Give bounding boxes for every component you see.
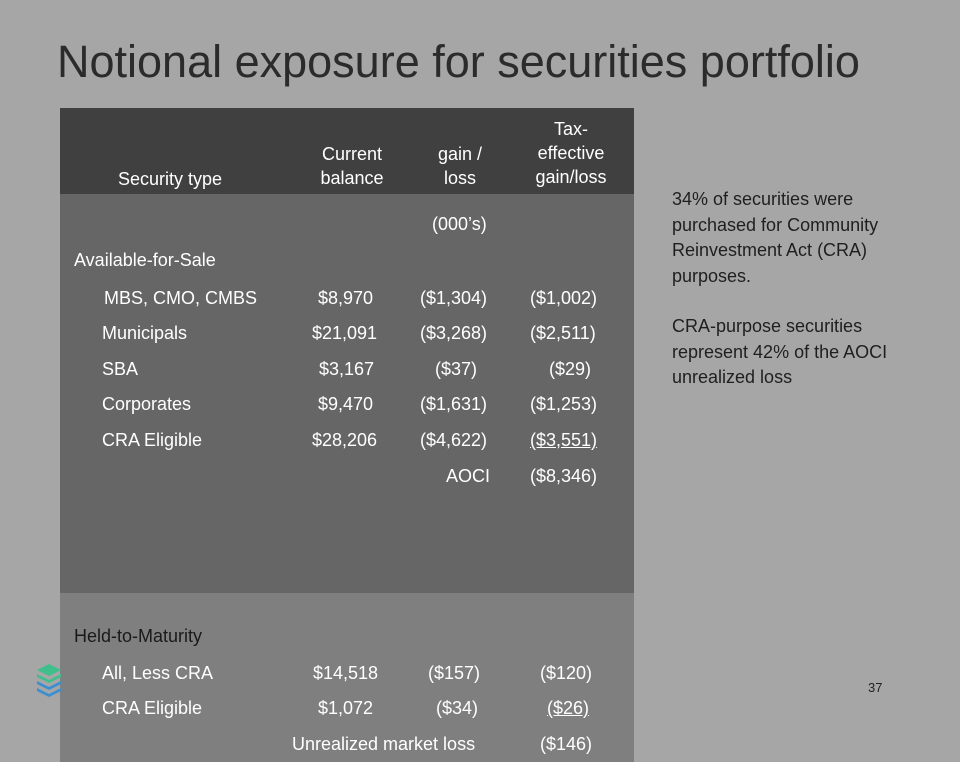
row-gain: ($3,268) <box>420 323 488 343</box>
side-notes: 34% of securities were purchased for Com… <box>672 187 922 391</box>
row-tax: ($1,253) <box>530 394 598 414</box>
row-gain: ($34) <box>436 698 479 718</box>
row-type: CRA Eligible <box>102 430 203 450</box>
table-header: Security type Current balance gain / los… <box>60 108 634 194</box>
units-label: (000’s) <box>432 214 487 234</box>
row-gain: ($37) <box>435 359 478 379</box>
row-type: Municipals <box>102 323 188 343</box>
page-number: 37 <box>868 680 883 695</box>
header-current-balance-line2: balance <box>320 168 384 188</box>
row-type: All, Less CRA <box>102 663 214 683</box>
header-tax-line3: gain/loss <box>535 167 607 187</box>
header-security-type: Security type <box>118 169 223 189</box>
aoci-value: ($8,346) <box>530 466 598 486</box>
side-note-cra-share: 34% of securities were purchased for Com… <box>672 189 879 286</box>
aoci-label: AOCI <box>446 466 491 486</box>
row-tax: ($3,551) <box>530 430 598 450</box>
row-type: CRA Eligible <box>102 698 203 718</box>
header-tax-line1: Tax- <box>553 119 588 139</box>
row-tax: ($120) <box>540 663 593 683</box>
unrealized-loss-label: Unrealized market loss <box>292 734 476 754</box>
header-current-balance: Current balance <box>300 142 404 190</box>
row-balance: $1,072 <box>318 698 374 718</box>
row-tax: ($29) <box>549 359 592 379</box>
afs-section: (000’s) Available-for-Sale MBS, CMO, CMB… <box>60 194 634 593</box>
row-tax: ($26) <box>547 698 590 718</box>
header-gain-loss-line2: loss <box>443 168 476 188</box>
header-gain-loss: gain / loss <box>415 142 505 190</box>
row-gain: ($157) <box>428 663 481 683</box>
row-balance: $14,518 <box>313 663 379 683</box>
unrealized-loss-value: ($146) <box>540 734 593 754</box>
htm-section-label: Held-to-Maturity <box>74 626 203 646</box>
row-gain: ($1,631) <box>420 394 488 414</box>
row-balance: $9,470 <box>318 394 374 414</box>
row-type: SBA <box>102 359 139 379</box>
row-balance: $21,091 <box>312 323 378 343</box>
header-tax-line2: effective <box>537 143 605 163</box>
stacked-layers-logo-icon <box>33 662 65 702</box>
header-tax-effective: Tax- effective gain/loss <box>518 117 624 189</box>
row-type: Corporates <box>102 394 192 414</box>
row-gain: ($1,304) <box>420 288 488 308</box>
row-gain: ($4,622) <box>420 430 488 450</box>
afs-section-label: Available-for-Sale <box>74 250 216 270</box>
row-balance: $8,970 <box>318 288 374 308</box>
side-note-aoci-share: CRA-purpose securities represent 42% of … <box>672 316 888 387</box>
row-balance: $3,167 <box>319 359 375 379</box>
header-gain-loss-line1: gain / <box>437 144 483 164</box>
htm-section: Held-to-Maturity All, Less CRA $14,518 (… <box>60 593 634 762</box>
row-tax: ($1,002) <box>530 288 598 308</box>
row-type: MBS, CMO, CMBS <box>104 288 258 308</box>
slide-title: Notional exposure for securities portfol… <box>57 36 860 87</box>
row-tax: ($2,511) <box>530 323 596 343</box>
header-current-balance-line1: Current <box>321 144 383 164</box>
row-balance: $28,206 <box>312 430 378 450</box>
